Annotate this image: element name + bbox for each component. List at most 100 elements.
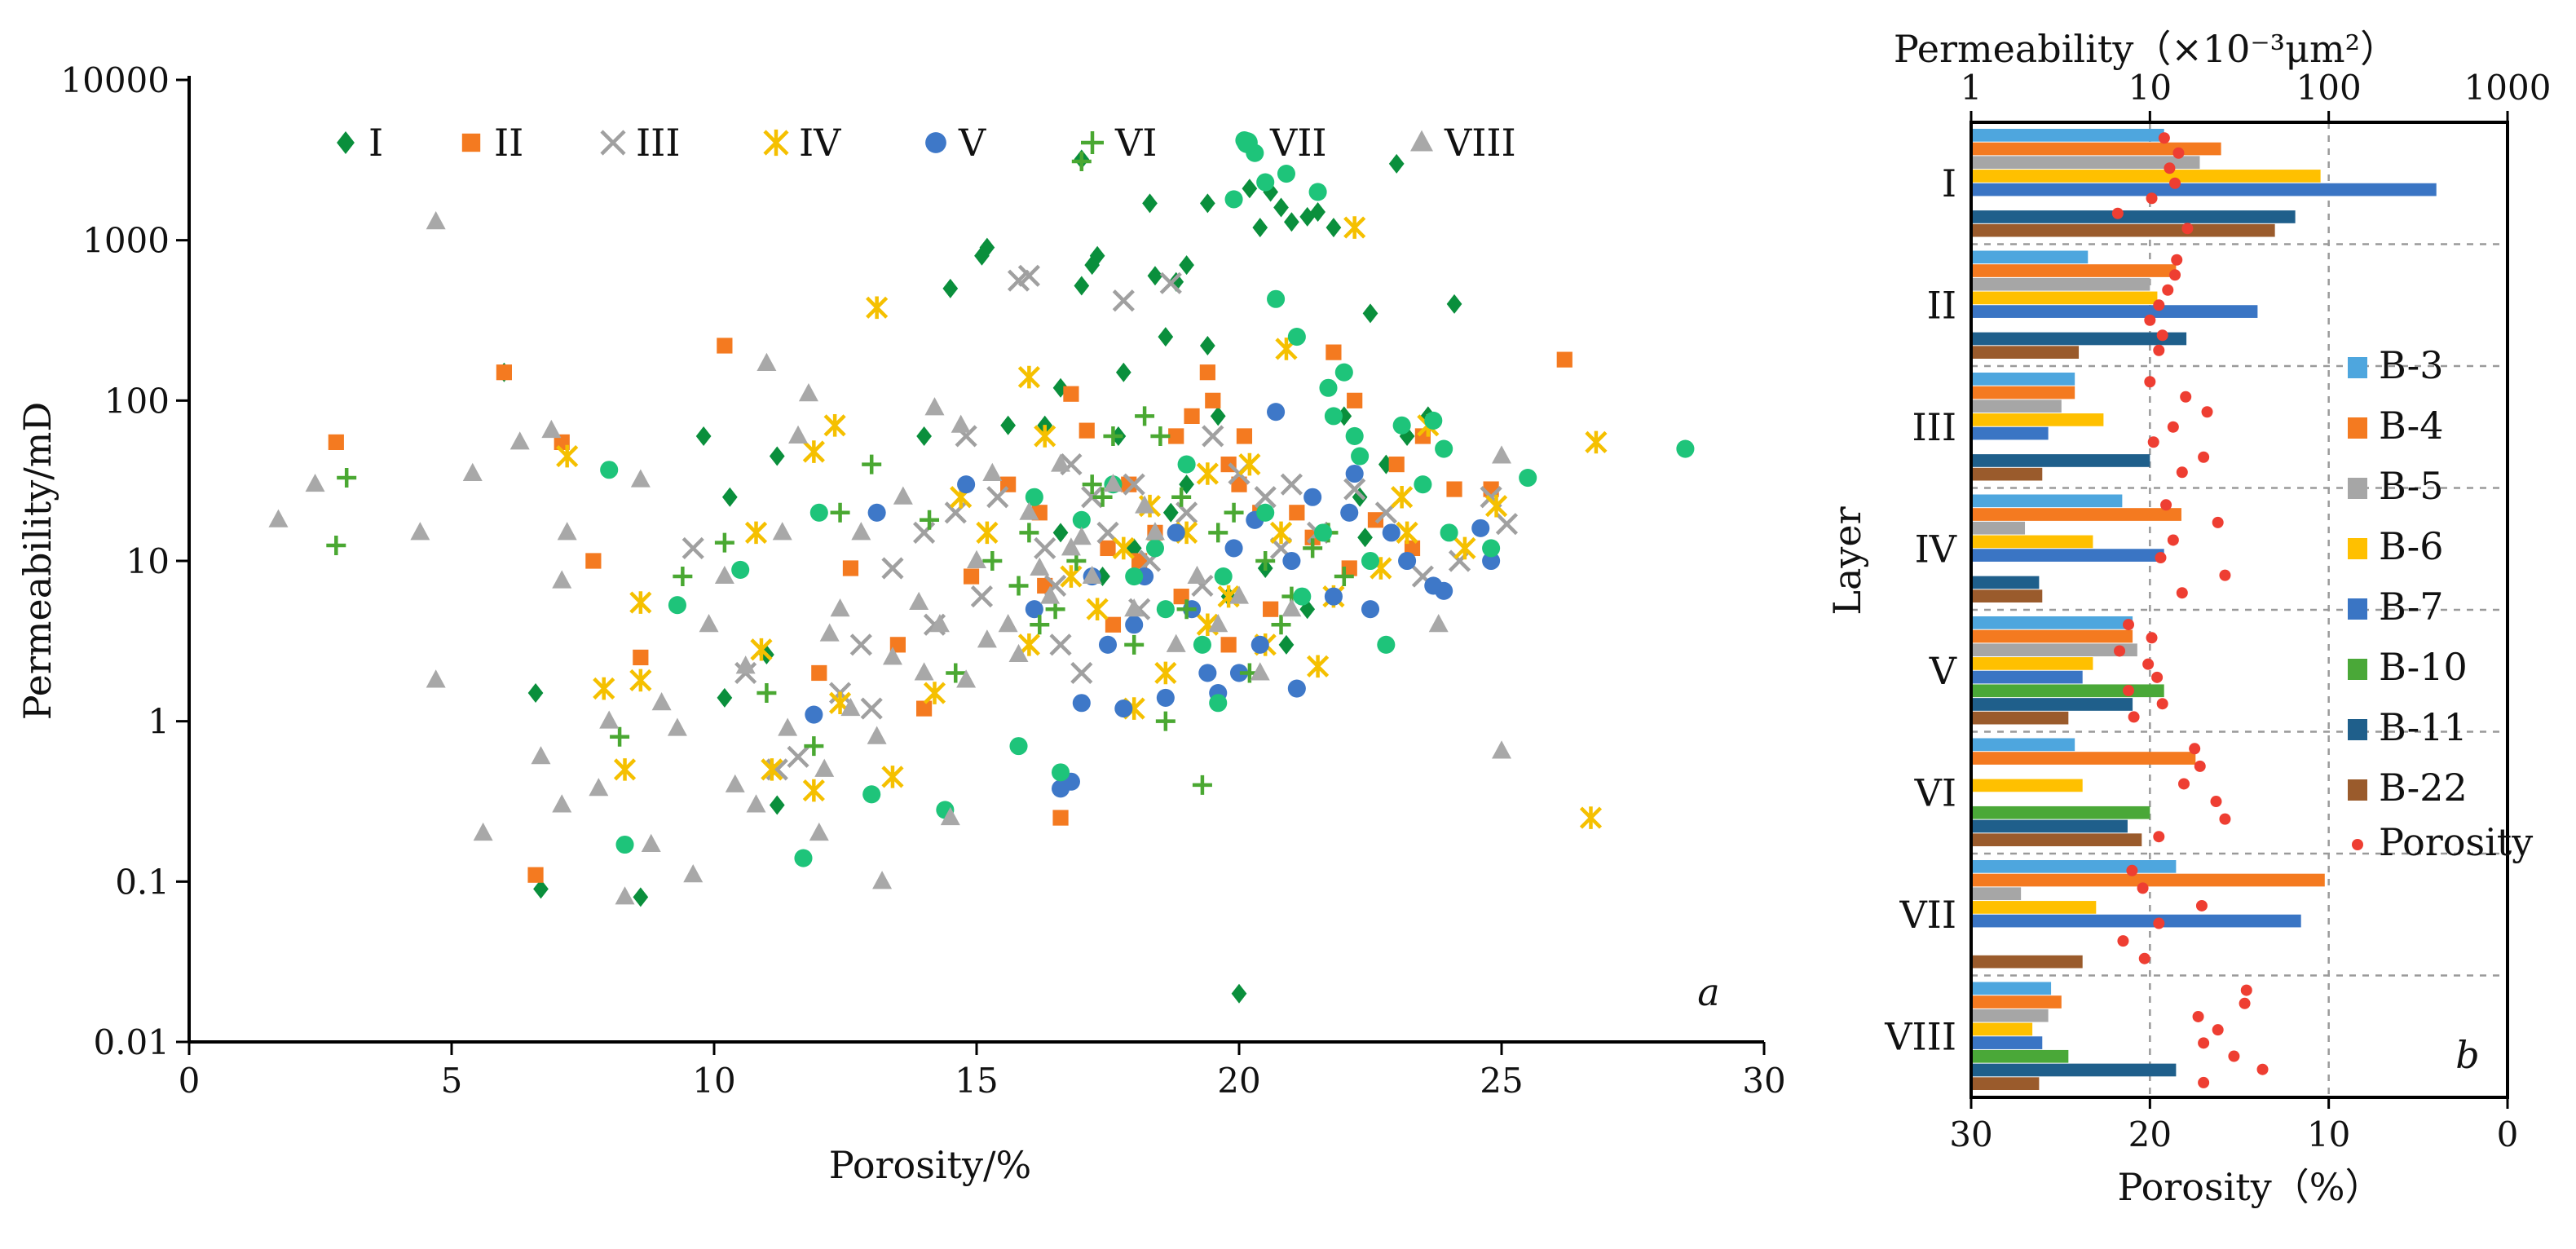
scatter-point: [746, 794, 766, 813]
scatter-point: [527, 683, 544, 704]
scatter-point: [651, 692, 672, 711]
porosity-point: [2146, 632, 2158, 644]
scatter-point: [599, 710, 620, 729]
scatter-point: [1361, 600, 1380, 619]
scatter-point: [1030, 615, 1050, 635]
porosity-point: [2123, 685, 2135, 697]
scatter-point: [1196, 462, 1219, 485]
scatter-point: [1124, 598, 1145, 617]
bar: [1971, 535, 2093, 549]
scatter-point: [1103, 473, 1123, 492]
bar: [1971, 454, 2150, 467]
scatter-point: [410, 522, 430, 541]
scatter-point: [1205, 392, 1221, 408]
scatter-point: [337, 468, 357, 488]
scatter-point: [633, 649, 649, 666]
scatter-point: [893, 486, 913, 505]
bar: [1971, 305, 2258, 318]
scatter-point: [798, 382, 818, 402]
scatter-point: [1256, 173, 1275, 192]
scatter-point: [1105, 616, 1122, 633]
scatter-point: [979, 237, 995, 258]
layer-label: IV: [1915, 527, 1957, 571]
scatter-point: [1325, 218, 1342, 238]
scatter-point: [1287, 679, 1306, 698]
scatter-point: [794, 849, 813, 867]
legend-label: B-11: [2379, 705, 2468, 749]
scatter-point: [1254, 486, 1277, 509]
scatter-point: [1208, 523, 1228, 543]
scatter-point: [1340, 503, 1359, 522]
scatter-point: [699, 614, 719, 633]
scatter-point: [1519, 468, 1537, 488]
bar: [1971, 914, 2301, 928]
scatter-point: [1250, 662, 1270, 681]
porosity-point: [2144, 314, 2156, 326]
x-tick-label: 30: [1742, 1061, 1785, 1101]
scatter-point: [717, 687, 733, 708]
bar: [1971, 887, 2022, 901]
bar: [1971, 373, 2075, 386]
bottom-tick-label: 20: [2128, 1114, 2172, 1154]
bar: [1971, 250, 2089, 264]
scatter-point: [889, 637, 906, 653]
bar: [1971, 670, 2083, 684]
scatter-point: [1179, 474, 1194, 495]
porosity-point: [2239, 997, 2251, 1009]
porosity-point: [2194, 760, 2206, 772]
porosity-point: [2198, 1037, 2210, 1049]
scatter-point: [1255, 551, 1276, 571]
scatter-point: [914, 662, 934, 681]
scatter-point: [802, 440, 825, 463]
scatter-point: [1017, 264, 1040, 287]
scatter-point: [1289, 505, 1305, 521]
scatter-point: [1167, 523, 1185, 542]
legend-marker: [337, 131, 355, 154]
bar: [1971, 643, 2137, 657]
scatter-point: [761, 758, 783, 781]
scatter-point: [1361, 551, 1380, 571]
porosity-point: [2111, 207, 2124, 219]
porosity-point: [2212, 1024, 2224, 1036]
bar: [1971, 291, 2158, 305]
scatter-point: [1078, 422, 1095, 439]
scatter-point: [496, 364, 512, 381]
scatter-point: [769, 446, 785, 466]
scatter-point: [811, 664, 827, 682]
scatter-point: [552, 570, 572, 589]
scatter-point: [1388, 456, 1405, 473]
legend-marker: [600, 130, 626, 156]
scatter-point: [1192, 775, 1212, 795]
scatter-point: [1280, 473, 1303, 496]
scatter-point: [1145, 522, 1165, 541]
scatter-point: [533, 879, 549, 899]
porosity-point: [2117, 935, 2129, 947]
layer-label: VI: [1914, 770, 1956, 814]
scatter-point: [1440, 523, 1458, 542]
bar: [1971, 156, 2200, 170]
porosity-point: [2164, 162, 2176, 174]
bar-top-axis-label: Permeability（×10⁻³μm²）: [1894, 27, 2397, 71]
legend-porosity-label: Porosity: [2379, 820, 2533, 864]
bar: [1971, 210, 2296, 223]
scatter-point: [1308, 183, 1327, 201]
legend-marker: [461, 133, 481, 152]
legend-label: I: [368, 121, 383, 165]
scatter-point: [1324, 587, 1343, 606]
bar: [1971, 1008, 2049, 1022]
x-tick-label: 0: [179, 1061, 201, 1101]
scatter-point: [849, 633, 872, 656]
scatter-point: [1098, 635, 1118, 654]
y-tick-label: 1: [148, 702, 170, 742]
y-tick-label: 10000: [60, 60, 170, 100]
layer-label: I: [1942, 161, 1956, 205]
bar: [1971, 426, 2049, 440]
bar: [1971, 494, 2123, 508]
scatter-point: [1382, 523, 1400, 542]
porosity-point: [2156, 698, 2168, 710]
scatter-point: [610, 726, 630, 747]
scatter-point: [1135, 406, 1155, 426]
scatter-point: [1125, 616, 1144, 634]
scatter-point: [1435, 439, 1453, 458]
